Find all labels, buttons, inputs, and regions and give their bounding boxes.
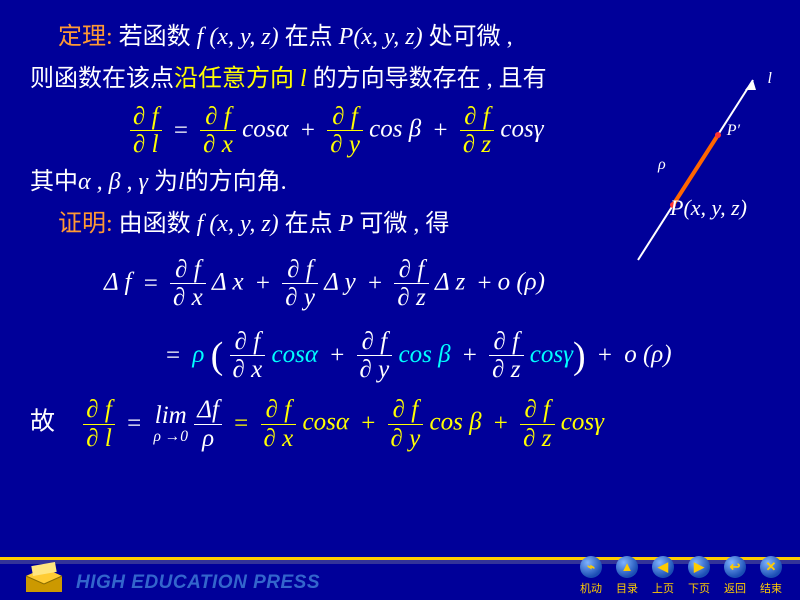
nav-结束[interactable]: ✕ 结束 — [760, 556, 782, 596]
nav-buttons: ⌁ 机动 ▲ 目录 ◀ 上页 ▶ 下页 ↩ 返回 ✕ 结束 — [580, 556, 782, 596]
brand-text: HIGH EDUCATION PRESS — [76, 572, 320, 594]
nav-label: 下页 — [688, 580, 710, 596]
footer: HIGH EDUCATION PRESS ⌁ 机动 ▲ 目录 ◀ 上页 ▶ 下页 ↩ 返回 ✕ 结束 — [0, 554, 800, 600]
nav-icon: ✕ — [760, 556, 782, 578]
logo-icon — [22, 562, 66, 596]
nav-label: 结束 — [760, 580, 782, 596]
nav-返回[interactable]: ↩ 返回 — [724, 556, 746, 596]
direction-diagram: l P′ ρ P(x, y, z) — [608, 60, 788, 280]
diagram-l-label: l — [768, 70, 772, 88]
nav-icon: ↩ — [724, 556, 746, 578]
nav-上页[interactable]: ◀ 上页 — [652, 556, 674, 596]
nav-label: 返回 — [724, 580, 746, 596]
nav-icon: ▲ — [616, 556, 638, 578]
nav-label: 机动 — [580, 580, 602, 596]
direction-l: l — [294, 66, 307, 92]
diagram-rho: ρ — [658, 156, 666, 174]
formula-final: 故 ∂ f∂ l = limρ →0 Δfρ = ∂ f∂ x cosα + ∂… — [30, 396, 770, 452]
nav-label: 目录 — [616, 580, 638, 596]
diagram-pprime: P′ — [727, 122, 740, 140]
theorem-line-1: 定理: 若函数 f (x, y, z) 在点 P(x, y, z) 处可微 , — [30, 18, 770, 56]
proof-label: 证明: — [58, 211, 113, 237]
nav-icon: ▶ — [688, 556, 710, 578]
nav-下页[interactable]: ▶ 下页 — [688, 556, 710, 596]
nav-label: 上页 — [652, 580, 674, 596]
diagram-pxyz: P(x, y, z) — [670, 195, 747, 221]
theorem-label: 定理: — [58, 24, 113, 50]
nav-icon: ◀ — [652, 556, 674, 578]
nav-icon: ⌁ — [580, 556, 602, 578]
nav-目录[interactable]: ▲ 目录 — [616, 556, 638, 596]
nav-机动[interactable]: ⌁ 机动 — [580, 556, 602, 596]
formula-rho-expand: = ρ ( ∂ f∂ x cosα + ∂ f∂ y cos β + ∂ f∂ … — [30, 326, 770, 387]
